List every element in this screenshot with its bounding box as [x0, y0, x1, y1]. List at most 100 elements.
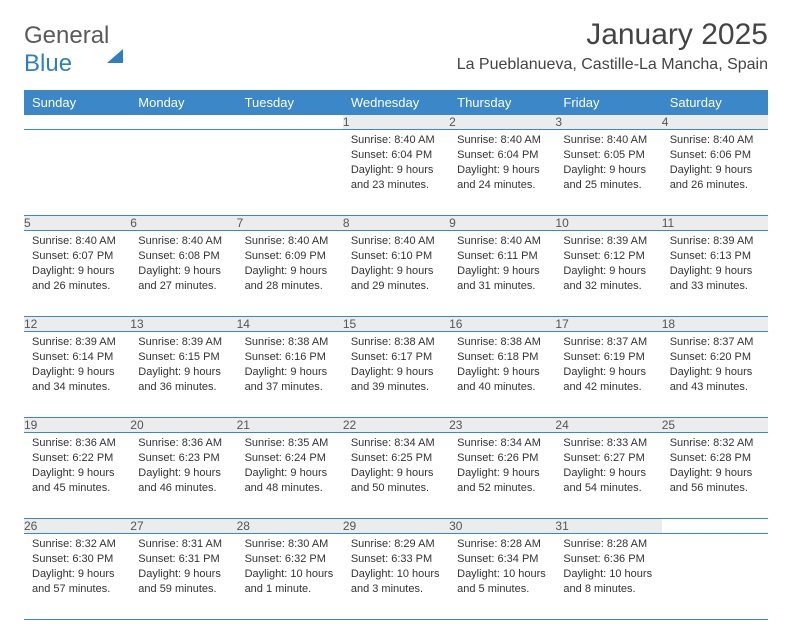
day-cell: Sunrise: 8:40 AMSunset: 6:05 PMDaylight:…: [555, 130, 661, 216]
day-number-cell: 5: [24, 216, 130, 231]
day-cell: Sunrise: 8:38 AMSunset: 6:16 PMDaylight:…: [237, 332, 343, 418]
day-number-cell: 23: [449, 418, 555, 433]
day-number-cell: [662, 519, 768, 534]
day-number-cell: 18: [662, 317, 768, 332]
day-number-cell: 6: [130, 216, 236, 231]
day-details: Sunrise: 8:34 AMSunset: 6:26 PMDaylight:…: [449, 433, 555, 501]
day-cell: [24, 130, 130, 216]
day-cell: Sunrise: 8:32 AMSunset: 6:30 PMDaylight:…: [24, 534, 130, 620]
day-number-cell: [237, 115, 343, 130]
day-details: Sunrise: 8:40 AMSunset: 6:09 PMDaylight:…: [237, 231, 343, 299]
day-number-row: 262728293031: [24, 519, 768, 534]
day-content-row: Sunrise: 8:40 AMSunset: 6:07 PMDaylight:…: [24, 231, 768, 317]
day-details: Sunrise: 8:30 AMSunset: 6:32 PMDaylight:…: [237, 534, 343, 602]
day-details: Sunrise: 8:29 AMSunset: 6:33 PMDaylight:…: [343, 534, 449, 602]
day-number-cell: 14: [237, 317, 343, 332]
day-content-row: Sunrise: 8:39 AMSunset: 6:14 PMDaylight:…: [24, 332, 768, 418]
day-number-cell: 30: [449, 519, 555, 534]
day-cell: Sunrise: 8:36 AMSunset: 6:22 PMDaylight:…: [24, 433, 130, 519]
weekday-header: Tuesday: [237, 90, 343, 115]
day-details: Sunrise: 8:37 AMSunset: 6:20 PMDaylight:…: [662, 332, 768, 400]
weekday-header: Monday: [130, 90, 236, 115]
day-details: Sunrise: 8:32 AMSunset: 6:28 PMDaylight:…: [662, 433, 768, 501]
brand-mark-icon: [107, 22, 123, 63]
brand-logo: General Blue: [24, 18, 123, 78]
day-cell: Sunrise: 8:36 AMSunset: 6:23 PMDaylight:…: [130, 433, 236, 519]
day-details: Sunrise: 8:40 AMSunset: 6:11 PMDaylight:…: [449, 231, 555, 299]
day-details: Sunrise: 8:40 AMSunset: 6:04 PMDaylight:…: [343, 130, 449, 198]
day-cell: Sunrise: 8:40 AMSunset: 6:04 PMDaylight:…: [449, 130, 555, 216]
day-details: Sunrise: 8:40 AMSunset: 6:06 PMDaylight:…: [662, 130, 768, 198]
day-details: Sunrise: 8:32 AMSunset: 6:30 PMDaylight:…: [24, 534, 130, 602]
day-content-row: Sunrise: 8:32 AMSunset: 6:30 PMDaylight:…: [24, 534, 768, 620]
day-cell: [130, 130, 236, 216]
day-cell: Sunrise: 8:38 AMSunset: 6:17 PMDaylight:…: [343, 332, 449, 418]
weekday-header: Wednesday: [343, 90, 449, 115]
day-content-row: Sunrise: 8:40 AMSunset: 6:04 PMDaylight:…: [24, 130, 768, 216]
day-details: Sunrise: 8:38 AMSunset: 6:16 PMDaylight:…: [237, 332, 343, 400]
day-details: Sunrise: 8:38 AMSunset: 6:18 PMDaylight:…: [449, 332, 555, 400]
weekday-header: Thursday: [449, 90, 555, 115]
weekday-header: Friday: [555, 90, 661, 115]
day-cell: Sunrise: 8:37 AMSunset: 6:19 PMDaylight:…: [555, 332, 661, 418]
day-number-cell: 24: [555, 418, 661, 433]
day-number-cell: 9: [449, 216, 555, 231]
brand-part2: Blue: [24, 50, 72, 77]
day-cell: Sunrise: 8:34 AMSunset: 6:25 PMDaylight:…: [343, 433, 449, 519]
day-number-cell: 22: [343, 418, 449, 433]
day-number-cell: 17: [555, 317, 661, 332]
day-details: Sunrise: 8:38 AMSunset: 6:17 PMDaylight:…: [343, 332, 449, 400]
brand-text: General Blue: [24, 22, 123, 78]
day-cell: Sunrise: 8:40 AMSunset: 6:11 PMDaylight:…: [449, 231, 555, 317]
day-details: Sunrise: 8:36 AMSunset: 6:22 PMDaylight:…: [24, 433, 130, 501]
day-cell: Sunrise: 8:39 AMSunset: 6:15 PMDaylight:…: [130, 332, 236, 418]
day-number-cell: 2: [449, 115, 555, 130]
day-cell: Sunrise: 8:33 AMSunset: 6:27 PMDaylight:…: [555, 433, 661, 519]
day-number-cell: 21: [237, 418, 343, 433]
day-number-cell: 29: [343, 519, 449, 534]
day-cell: Sunrise: 8:35 AMSunset: 6:24 PMDaylight:…: [237, 433, 343, 519]
day-details: Sunrise: 8:28 AMSunset: 6:36 PMDaylight:…: [555, 534, 661, 602]
location-subtitle: La Pueblanueva, Castille-La Mancha, Spai…: [457, 56, 768, 74]
day-cell: Sunrise: 8:28 AMSunset: 6:34 PMDaylight:…: [449, 534, 555, 620]
day-details: Sunrise: 8:40 AMSunset: 6:07 PMDaylight:…: [24, 231, 130, 299]
month-title: January 2025: [457, 18, 768, 52]
day-cell: Sunrise: 8:40 AMSunset: 6:06 PMDaylight:…: [662, 130, 768, 216]
day-number-row: 1234: [24, 115, 768, 130]
day-details: Sunrise: 8:33 AMSunset: 6:27 PMDaylight:…: [555, 433, 661, 501]
day-details: Sunrise: 8:40 AMSunset: 6:05 PMDaylight:…: [555, 130, 661, 198]
day-cell: Sunrise: 8:39 AMSunset: 6:13 PMDaylight:…: [662, 231, 768, 317]
day-cell: Sunrise: 8:39 AMSunset: 6:14 PMDaylight:…: [24, 332, 130, 418]
day-number-cell: 27: [130, 519, 236, 534]
day-number-cell: 3: [555, 115, 661, 130]
day-number-cell: 28: [237, 519, 343, 534]
day-details: Sunrise: 8:40 AMSunset: 6:10 PMDaylight:…: [343, 231, 449, 299]
day-number-cell: 26: [24, 519, 130, 534]
day-cell: Sunrise: 8:38 AMSunset: 6:18 PMDaylight:…: [449, 332, 555, 418]
day-cell: Sunrise: 8:34 AMSunset: 6:26 PMDaylight:…: [449, 433, 555, 519]
day-details: Sunrise: 8:28 AMSunset: 6:34 PMDaylight:…: [449, 534, 555, 602]
day-details: Sunrise: 8:37 AMSunset: 6:19 PMDaylight:…: [555, 332, 661, 400]
day-details: Sunrise: 8:39 AMSunset: 6:12 PMDaylight:…: [555, 231, 661, 299]
day-cell: Sunrise: 8:39 AMSunset: 6:12 PMDaylight:…: [555, 231, 661, 317]
day-cell: Sunrise: 8:40 AMSunset: 6:04 PMDaylight:…: [343, 130, 449, 216]
day-cell: Sunrise: 8:37 AMSunset: 6:20 PMDaylight:…: [662, 332, 768, 418]
day-cell: [662, 534, 768, 620]
day-number-cell: 20: [130, 418, 236, 433]
day-cell: [237, 130, 343, 216]
calendar-table: SundayMondayTuesdayWednesdayThursdayFrid…: [24, 90, 768, 620]
day-number-cell: 16: [449, 317, 555, 332]
day-cell: Sunrise: 8:29 AMSunset: 6:33 PMDaylight:…: [343, 534, 449, 620]
page-header: General Blue January 2025 La Pueblanueva…: [24, 18, 768, 78]
day-details: Sunrise: 8:39 AMSunset: 6:13 PMDaylight:…: [662, 231, 768, 299]
day-cell: Sunrise: 8:32 AMSunset: 6:28 PMDaylight:…: [662, 433, 768, 519]
day-number-cell: 7: [237, 216, 343, 231]
day-number-row: 19202122232425: [24, 418, 768, 433]
day-details: Sunrise: 8:39 AMSunset: 6:15 PMDaylight:…: [130, 332, 236, 400]
day-number-cell: 25: [662, 418, 768, 433]
weekday-header: Saturday: [662, 90, 768, 115]
day-cell: Sunrise: 8:28 AMSunset: 6:36 PMDaylight:…: [555, 534, 661, 620]
day-number-cell: 13: [130, 317, 236, 332]
day-number-cell: 15: [343, 317, 449, 332]
day-content-row: Sunrise: 8:36 AMSunset: 6:22 PMDaylight:…: [24, 433, 768, 519]
